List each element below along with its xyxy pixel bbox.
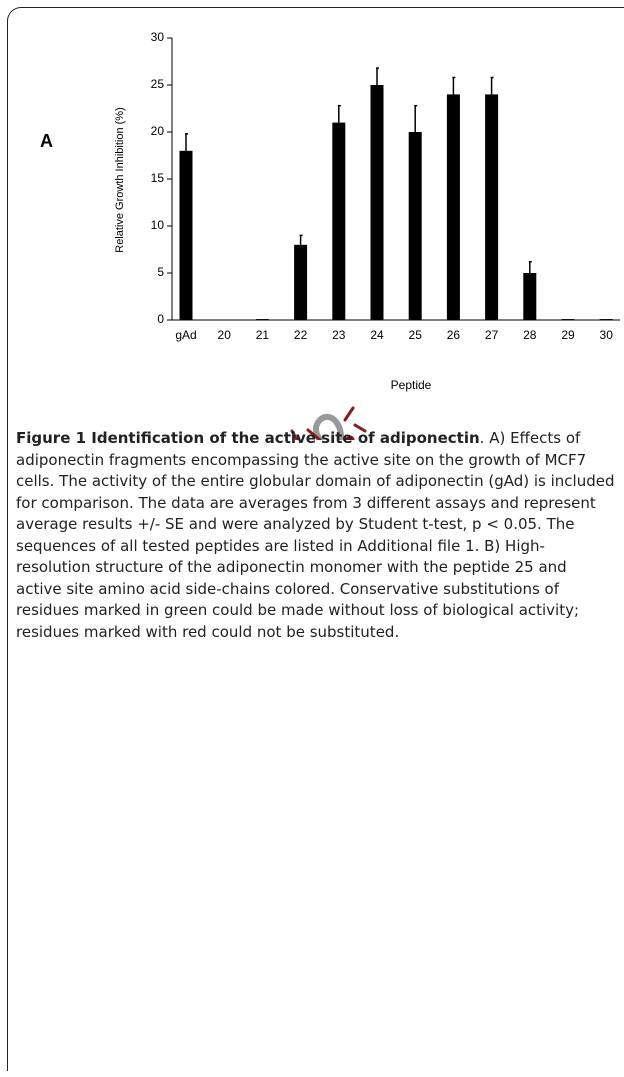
x-tick-label: 20 (218, 328, 232, 342)
panel-label: A (40, 131, 53, 151)
x-tick-label: 29 (561, 328, 575, 342)
caption-text: . A) Effects of adiponectin fragments en… (16, 429, 615, 641)
x-tick-label: 28 (523, 328, 537, 342)
x-axis-label: Peptide (391, 378, 432, 392)
protein-ribbon (290, 406, 367, 440)
y-tick-label: 15 (151, 171, 165, 185)
x-tick-label: 25 (409, 328, 423, 342)
bar (523, 273, 537, 320)
x-tick-label: 26 (447, 328, 461, 342)
bar (294, 244, 308, 320)
bar (179, 150, 193, 320)
structure-image: B (290, 406, 367, 440)
bar (332, 122, 346, 320)
x-tick-label: 24 (370, 328, 384, 342)
bar (255, 319, 269, 320)
chart: A Relative Growth Inhibition (%) Peptide… (40, 30, 620, 392)
y-tick-label: 20 (151, 124, 165, 138)
bar (485, 94, 499, 321)
bar (599, 319, 613, 320)
y-tick-label: 5 (157, 265, 164, 279)
y-tick-label: 30 (151, 30, 165, 44)
y-tick-label: 0 (157, 312, 164, 326)
x-tick-label: 21 (256, 328, 270, 342)
bar (370, 85, 384, 320)
figure-frame (7, 7, 624, 1071)
y-tick-label: 25 (151, 77, 165, 91)
x-tick-label: 22 (294, 328, 308, 342)
bar (561, 319, 575, 320)
bar (446, 94, 460, 321)
bar (408, 132, 422, 320)
x-tick-label: gAd (175, 328, 196, 342)
x-tick-label: 30 (600, 328, 614, 342)
figure-caption: Figure 1 Identification of the active si… (16, 428, 616, 643)
y-axis-label: Relative Growth Inhibition (%) (114, 107, 126, 253)
caption-title: Figure 1 Identification of the active si… (16, 429, 480, 447)
x-tick-label: 27 (485, 328, 499, 342)
y-tick-label: 10 (151, 218, 165, 232)
x-tick-label: 23 (332, 328, 346, 342)
